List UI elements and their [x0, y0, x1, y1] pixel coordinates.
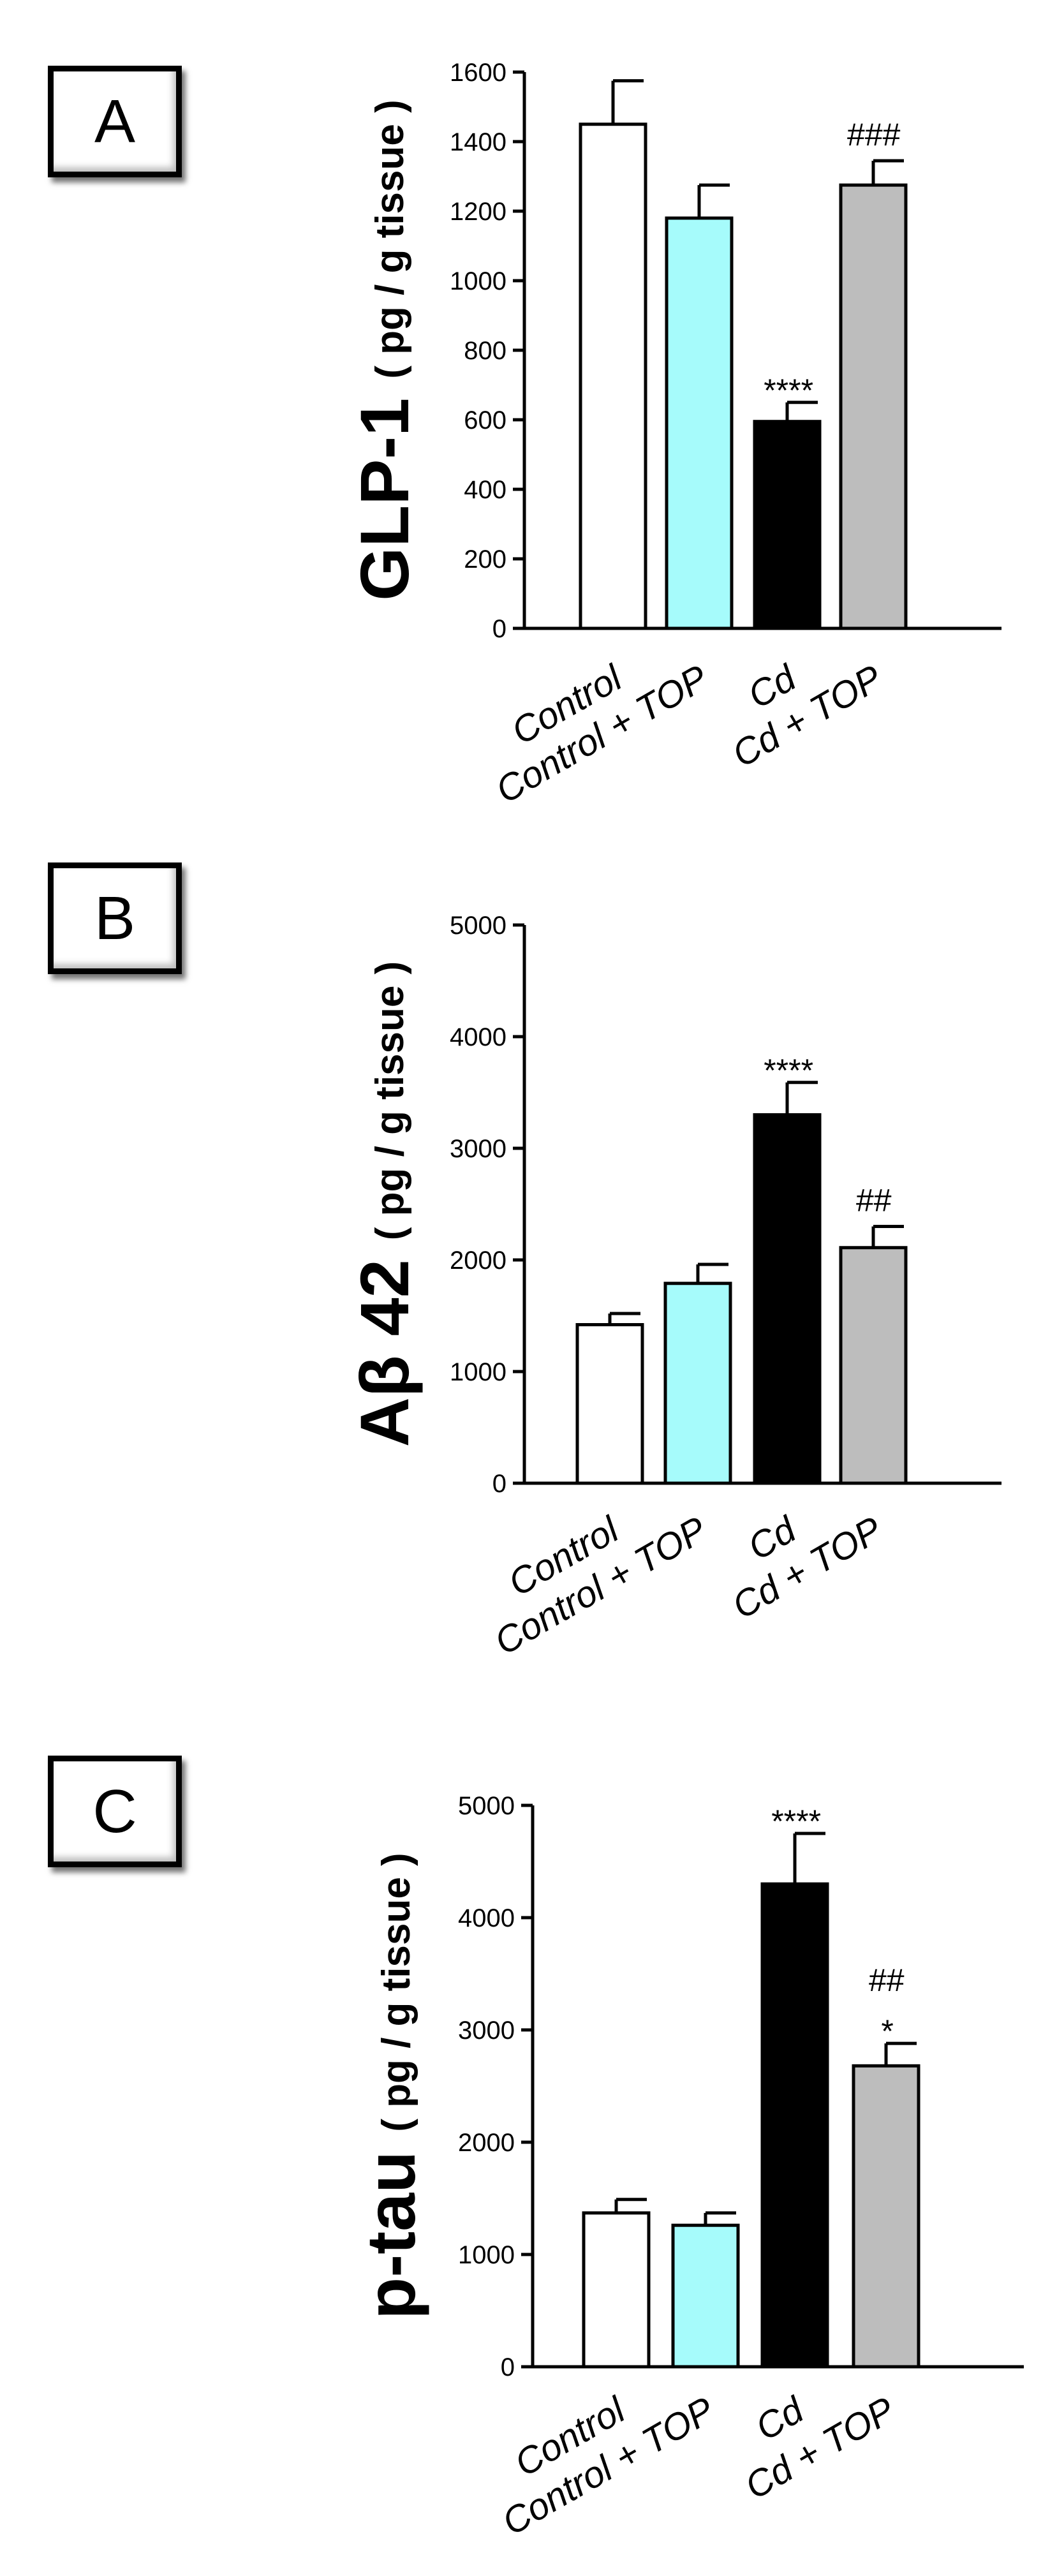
y-tick-label: 3000	[450, 1135, 506, 1163]
significance-label: ###	[846, 117, 901, 152]
category-label: Cd + TOP	[725, 657, 889, 776]
y-axis-label-main: Aβ 42	[346, 1259, 423, 1447]
y-tick-label: 1600	[450, 59, 506, 87]
y-axis-label: Aβ 42 ( pg / g tissue )	[346, 961, 423, 1447]
y-tick-label: 0	[501, 2353, 515, 2381]
glp1-chart: 0 200 400 600 800 1000 1200 1400 1600 GLP-1 ( pg /…	[346, 59, 1002, 811]
y-axis-label-unit: ( pg / g tissue )	[374, 1853, 418, 2131]
y-axis-label-unit: ( pg / g tissue )	[368, 961, 412, 1240]
bar	[575, 1323, 644, 1485]
y-tick-label: 5000	[458, 1792, 515, 1820]
significance-label: *	[880, 2013, 893, 2049]
y-axis-label-unit: ( pg / g tissue )	[368, 100, 412, 378]
bar	[671, 2223, 740, 2369]
y-tick-label: 1000	[450, 1358, 506, 1386]
bar	[753, 420, 822, 630]
panel-label: C	[48, 1756, 182, 1867]
y-tick-label: 0	[492, 615, 506, 643]
panel-c: C 0 1000 2000 3000 4000 5000 p-tau ( pg / g tis…	[0, 1754, 1057, 2576]
significance-label: ##	[855, 1183, 892, 1218]
ptau-chart: 0 1000 2000 3000 4000 5000 p-tau ( pg / g tissu…	[352, 1792, 1024, 2543]
bar	[582, 2211, 651, 2369]
y-tick-label: 4000	[450, 1023, 506, 1051]
y-tick-label: 1000	[458, 2241, 515, 2269]
bar	[665, 216, 734, 630]
y-tick-label: 5000	[450, 912, 506, 940]
panel-label: B	[48, 862, 182, 974]
panel-label: A	[48, 66, 182, 177]
y-tick-label: 2000	[458, 2129, 515, 2157]
y-tick-label: 1200	[450, 198, 506, 226]
significance-label: ##	[868, 1962, 905, 1998]
significance-label: ****	[762, 373, 813, 408]
y-tick-label: 200	[464, 545, 506, 574]
bar	[839, 183, 908, 630]
y-tick-label: 0	[492, 1470, 506, 1498]
bar	[663, 1282, 732, 1485]
y-tick-label: 3000	[458, 2017, 515, 2045]
bar	[760, 1882, 829, 2369]
bar	[839, 1246, 908, 1485]
y-tick-label: 400	[464, 476, 506, 504]
category-label: Cd + TOP	[725, 1509, 889, 1627]
y-tick-label: 2000	[450, 1247, 506, 1275]
panel-a: A 0 200 400 600 800 1000 1200 1400 1600 GLP-1 ( pg…	[0, 0, 1057, 861]
y-axis-label: p-tau ( pg / g tissue )	[352, 1853, 429, 2319]
y-tick-label: 1400	[450, 128, 506, 156]
significance-label: ****	[762, 1053, 813, 1088]
y-axis-label: GLP-1 ( pg / g tissue )	[346, 100, 423, 601]
panel-b: B 0 1000 2000 3000 4000 5000 Aβ 42 ( pg / g tis…	[0, 861, 1057, 1754]
abeta42-chart: 0 1000 2000 3000 4000 5000 Aβ 42 ( pg / g tissu…	[346, 912, 1002, 1663]
y-tick-label: 800	[464, 337, 506, 365]
significance-label: ****	[770, 1803, 820, 1839]
bar	[852, 2064, 920, 2369]
y-tick-label: 1000	[450, 267, 506, 295]
y-tick-label: 4000	[458, 1904, 515, 1932]
y-axis-label-main: GLP-1	[346, 398, 423, 601]
bar	[579, 122, 647, 630]
y-tick-label: 600	[464, 406, 506, 434]
bar	[753, 1113, 822, 1485]
y-axis-label-main: p-tau	[352, 2151, 429, 2320]
